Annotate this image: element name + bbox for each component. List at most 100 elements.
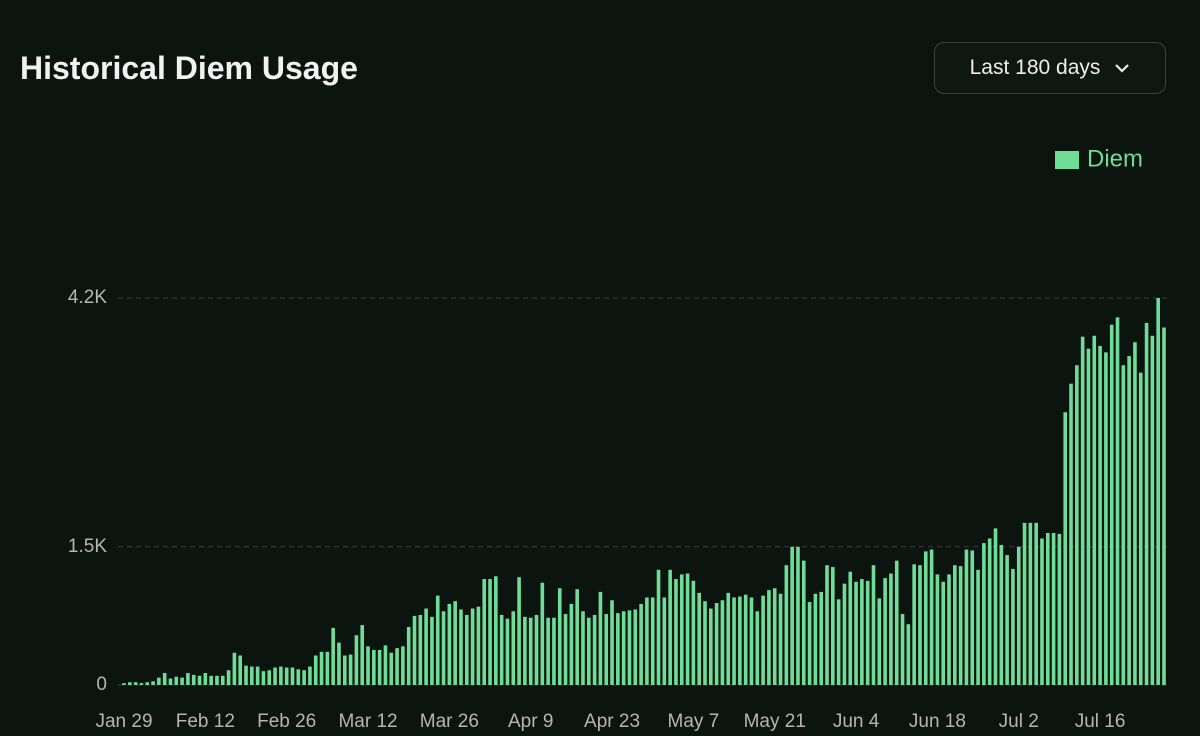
x-tick-label: Jun 18 <box>909 711 966 732</box>
bar <box>825 565 829 685</box>
bar <box>621 611 626 685</box>
bar <box>383 645 388 685</box>
bar <box>1075 365 1079 685</box>
bar <box>546 617 550 685</box>
bar <box>714 602 719 685</box>
bar <box>703 601 707 685</box>
bar <box>598 591 603 685</box>
bar <box>505 618 510 685</box>
bar <box>540 582 545 685</box>
bar <box>517 577 521 685</box>
bar <box>1011 568 1015 685</box>
bar <box>790 546 794 685</box>
bar <box>261 671 266 685</box>
bar <box>883 578 887 685</box>
x-tick-label: Jan 29 <box>95 711 152 732</box>
bar <box>337 642 341 685</box>
bar <box>360 625 365 685</box>
bar <box>348 654 353 685</box>
bar <box>842 583 847 685</box>
bar <box>1034 522 1038 685</box>
bar <box>1045 532 1050 685</box>
range-dropdown[interactable]: Last 180 days <box>934 42 1166 94</box>
range-label: Last 180 days <box>969 56 1101 79</box>
bar <box>1133 342 1137 685</box>
bar <box>476 606 481 685</box>
bar <box>464 614 469 685</box>
bar <box>900 614 905 685</box>
bar <box>964 549 969 685</box>
bar <box>976 569 980 685</box>
bar <box>592 614 597 685</box>
bar <box>831 567 835 685</box>
bar <box>1022 522 1027 685</box>
bar <box>1063 412 1068 685</box>
bar <box>854 581 858 685</box>
bar <box>418 614 423 685</box>
x-tick-label: Apr 9 <box>508 711 553 732</box>
x-tick-label: May 7 <box>668 711 720 732</box>
bar <box>203 673 208 685</box>
bar <box>482 579 487 685</box>
bar <box>412 615 417 685</box>
bar <box>999 544 1004 685</box>
bar <box>918 565 922 685</box>
bar <box>1115 317 1120 685</box>
bar <box>987 538 992 685</box>
bar <box>755 611 760 685</box>
bar <box>488 579 492 685</box>
bar <box>906 624 911 685</box>
bar <box>650 597 655 685</box>
bar <box>528 617 533 685</box>
bar <box>128 682 132 685</box>
bar <box>668 569 672 685</box>
bar <box>581 611 585 685</box>
bar <box>1162 327 1166 685</box>
legend-swatch <box>1055 151 1079 169</box>
bar <box>331 627 335 685</box>
bar <box>575 589 579 685</box>
bar <box>145 682 150 685</box>
bar <box>807 602 812 685</box>
bar <box>151 681 155 685</box>
bar <box>168 678 173 685</box>
bar <box>250 666 254 685</box>
bar <box>645 597 649 685</box>
bar <box>441 611 446 685</box>
bar <box>685 573 690 685</box>
bar <box>894 560 899 685</box>
bar <box>209 675 213 685</box>
bar <box>1086 348 1091 685</box>
bar <box>633 609 638 685</box>
bar <box>389 652 394 685</box>
bar <box>302 670 306 685</box>
bar <box>308 666 312 685</box>
bar <box>813 593 818 685</box>
bar <box>610 600 614 685</box>
bar <box>267 670 272 685</box>
bar <box>761 595 765 685</box>
legend-label: Diem <box>1087 145 1143 172</box>
bar <box>732 597 736 685</box>
bar <box>801 560 806 685</box>
bar <box>1156 298 1160 685</box>
bar <box>238 655 242 685</box>
bar <box>447 603 452 685</box>
bar <box>1098 345 1102 685</box>
x-tick-label: Feb 12 <box>176 711 235 732</box>
bar <box>430 616 434 685</box>
bar <box>1005 555 1009 685</box>
bar <box>1121 365 1126 685</box>
bar <box>656 569 661 685</box>
bar <box>796 546 800 685</box>
bar <box>162 673 167 685</box>
bar <box>912 564 916 685</box>
bar <box>726 592 731 685</box>
bar <box>215 675 219 685</box>
bar <box>1040 538 1044 685</box>
bar <box>772 588 777 685</box>
bar <box>552 617 556 685</box>
bar <box>366 646 370 685</box>
y-tick-label: 1.5K <box>68 536 107 557</box>
